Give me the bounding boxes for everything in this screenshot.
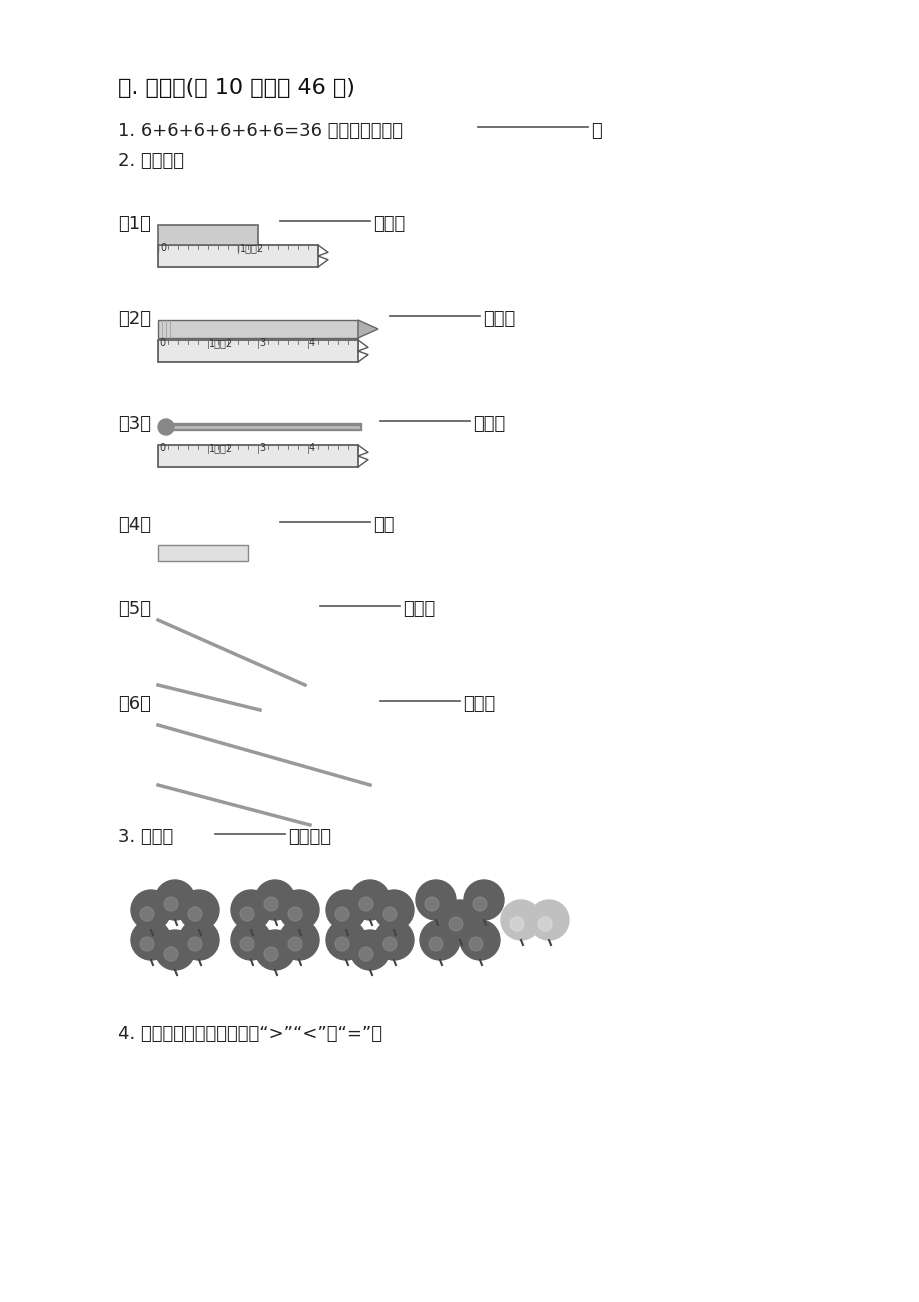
Circle shape xyxy=(288,907,301,921)
Circle shape xyxy=(374,891,414,930)
Circle shape xyxy=(187,907,202,921)
Text: 0: 0 xyxy=(159,443,165,453)
Text: 3: 3 xyxy=(259,339,265,348)
Circle shape xyxy=(264,897,278,911)
Text: （1）: （1） xyxy=(118,215,151,233)
Bar xyxy=(158,245,318,267)
Circle shape xyxy=(325,921,366,960)
Circle shape xyxy=(158,419,174,435)
Text: 1厘米2: 1厘米2 xyxy=(209,443,233,453)
Circle shape xyxy=(538,917,551,931)
Circle shape xyxy=(472,897,486,911)
Bar xyxy=(158,340,357,362)
Text: 厘米: 厘米 xyxy=(372,516,394,534)
Circle shape xyxy=(325,891,366,930)
Circle shape xyxy=(140,937,153,950)
Circle shape xyxy=(335,937,348,950)
Text: 4: 4 xyxy=(309,339,315,348)
Circle shape xyxy=(501,900,540,940)
Text: 3: 3 xyxy=(259,443,265,453)
Circle shape xyxy=(164,897,177,911)
Circle shape xyxy=(187,937,202,950)
Circle shape xyxy=(415,880,456,921)
Text: 0: 0 xyxy=(160,243,166,253)
Circle shape xyxy=(349,880,390,921)
Circle shape xyxy=(469,937,482,950)
Circle shape xyxy=(154,930,195,970)
Text: 个苹果？: 个苹果？ xyxy=(288,828,331,846)
Circle shape xyxy=(448,917,462,931)
Circle shape xyxy=(428,937,443,950)
Circle shape xyxy=(528,900,568,940)
Text: （3）: （3） xyxy=(118,415,151,434)
Circle shape xyxy=(374,921,414,960)
Text: 4: 4 xyxy=(309,443,315,453)
Circle shape xyxy=(425,897,438,911)
Text: （6）: （6） xyxy=(118,695,151,713)
Circle shape xyxy=(255,930,295,970)
Text: 厘米。: 厘米。 xyxy=(472,415,505,434)
Circle shape xyxy=(231,891,271,930)
Circle shape xyxy=(439,900,480,940)
Bar xyxy=(158,546,248,561)
Polygon shape xyxy=(357,320,378,339)
Bar xyxy=(158,445,357,467)
Text: 1厘米2: 1厘米2 xyxy=(240,243,264,253)
Circle shape xyxy=(382,937,397,950)
Text: 1. 6+6+6+6+6+6=36 写成乘法算式是: 1. 6+6+6+6+6+6=36 写成乘法算式是 xyxy=(118,122,403,141)
Text: 厘米。: 厘米。 xyxy=(372,215,404,233)
Circle shape xyxy=(140,907,153,921)
Circle shape xyxy=(130,921,171,960)
Circle shape xyxy=(130,891,171,930)
Circle shape xyxy=(240,937,254,950)
Bar xyxy=(158,320,357,339)
Circle shape xyxy=(509,917,524,931)
Circle shape xyxy=(335,907,348,921)
Text: 0: 0 xyxy=(159,339,165,348)
Circle shape xyxy=(463,880,504,921)
Circle shape xyxy=(358,947,372,961)
Circle shape xyxy=(382,907,397,921)
Circle shape xyxy=(278,921,319,960)
Text: 4. 比较大小，在括号里填上“>”“<”或“=”。: 4. 比较大小，在括号里填上“>”“<”或“=”。 xyxy=(118,1025,381,1043)
Circle shape xyxy=(255,880,295,921)
Text: 1厘米2: 1厘米2 xyxy=(209,339,233,348)
Circle shape xyxy=(179,921,219,960)
Text: 2. 量一量。: 2. 量一量。 xyxy=(118,152,184,171)
Circle shape xyxy=(358,897,372,911)
Text: 厘米。: 厘米。 xyxy=(462,695,494,713)
Circle shape xyxy=(164,947,177,961)
Text: （5）: （5） xyxy=(118,600,151,618)
Text: 厘米。: 厘米。 xyxy=(403,600,435,618)
Circle shape xyxy=(264,947,278,961)
Circle shape xyxy=(231,921,271,960)
Circle shape xyxy=(278,891,319,930)
Text: 三. 填空题(共 10 题，共 46 分): 三. 填空题(共 10 题，共 46 分) xyxy=(118,78,355,98)
Text: 厘米。: 厘米。 xyxy=(482,310,515,328)
Circle shape xyxy=(349,930,390,970)
Bar xyxy=(158,225,257,245)
Circle shape xyxy=(240,907,254,921)
Text: 。: 。 xyxy=(590,122,601,141)
Text: 3. 一共有: 3. 一共有 xyxy=(118,828,173,846)
Circle shape xyxy=(288,937,301,950)
Text: （4）: （4） xyxy=(118,516,151,534)
Circle shape xyxy=(420,921,460,960)
Circle shape xyxy=(154,880,195,921)
Circle shape xyxy=(460,921,499,960)
Circle shape xyxy=(179,891,219,930)
Text: （2）: （2） xyxy=(118,310,151,328)
